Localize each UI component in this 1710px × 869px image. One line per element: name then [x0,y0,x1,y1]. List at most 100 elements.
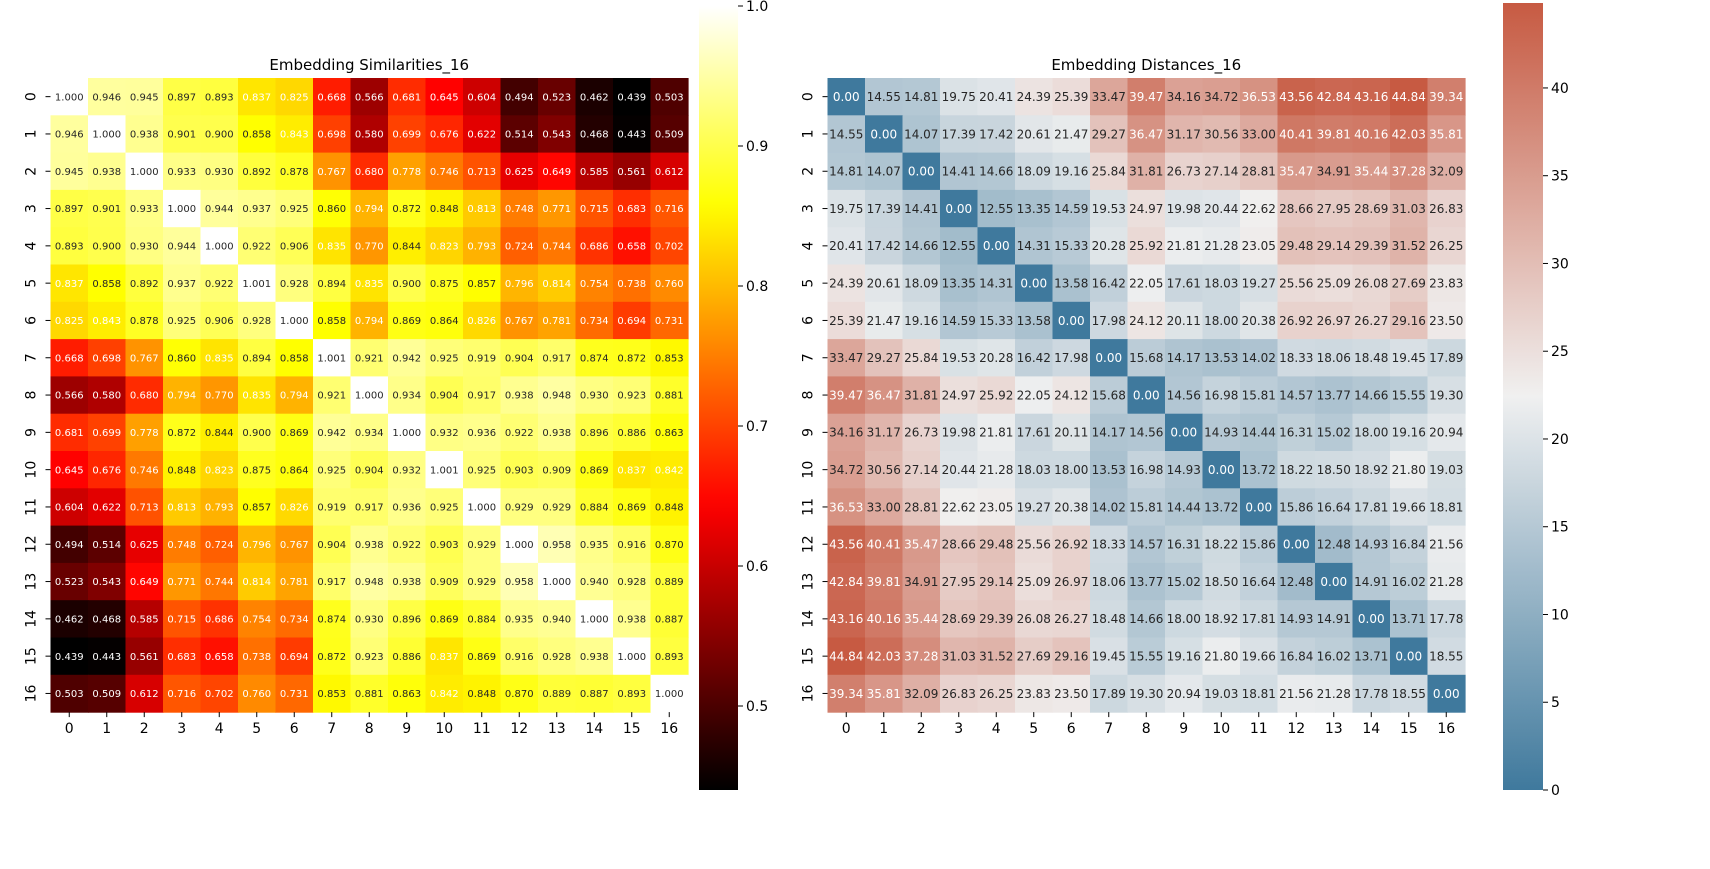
heatmap-cell [238,413,277,452]
heatmap-cell [865,301,904,340]
heatmap-cell [500,525,539,564]
heatmap-cell [575,674,614,713]
cell-value-label: 35.44 [904,612,938,626]
heatmap-cell [613,115,652,154]
heatmap-cell [613,227,652,266]
cell-value-label: 0.713 [467,167,496,178]
cell-value-label: 0.869 [580,465,609,476]
heatmap-cell [902,152,941,191]
heatmap-cell [350,301,389,340]
heatmap-cell [1165,264,1204,303]
chart-title: Embedding Similarities_16 [269,56,469,75]
cell-value-label: 31.17 [867,426,901,440]
heatmap-cell [425,525,464,564]
heatmap-cell [425,115,464,154]
heatmap-cell [350,78,389,116]
cell-value-label: 0.944 [167,241,196,252]
cell-value-label: 0.881 [355,689,384,700]
heatmap-cell [425,637,464,676]
heatmap-cell [1240,562,1279,601]
cell-value-label: 0.904 [317,540,346,551]
heatmap-cell [1202,637,1241,676]
heatmap-cell [1202,525,1241,564]
cell-value-label: 18.00 [1167,612,1201,626]
heatmap-cell [1277,189,1316,228]
cell-value-label: 0.872 [317,652,346,663]
heatmap-cell [940,674,979,713]
heatmap-cell [1052,674,1091,713]
heatmap-cell [88,152,127,191]
heatmap-cell [1090,376,1129,415]
cell-value-label: 0.857 [467,279,496,290]
heatmap-cell [865,115,904,154]
heatmap-cell [575,376,614,415]
cell-value-label: 0.853 [317,689,346,700]
heatmap-cell [238,264,277,303]
heatmap-cell [940,115,979,154]
cell-value-label: 14.55 [867,90,901,104]
heatmap-cell [1090,674,1129,713]
cell-value-label: 0.887 [655,614,684,625]
cell-value-label: 14.91 [1354,575,1388,589]
cell-value-label: 0.00 [1283,538,1310,552]
cell-value-label: 1.000 [280,316,309,327]
colorbar-tick-label: 40 [1551,81,1569,97]
cell-value-label: 0.543 [542,130,571,141]
cell-value-label: 0.938 [505,391,534,402]
cell-value-label: 44.84 [829,649,863,663]
cell-value-label: 0.901 [167,130,196,141]
heatmap-cell [865,451,904,489]
cell-value-label: 25.39 [1054,90,1088,104]
cell-value-label: 0.699 [392,130,421,141]
cell-value-label: 0.734 [280,614,309,625]
cell-value-label: 0.860 [317,204,346,215]
cell-value-label: 0.938 [617,614,646,625]
heatmap-cell [388,189,427,228]
cell-value-label: 0.468 [92,614,121,625]
cell-value-label: 0.945 [130,92,159,103]
cell-value-label: 0.770 [355,241,384,252]
heatmap-cell [977,376,1016,415]
cell-value-label: 21.81 [979,426,1013,440]
cell-value-label: 0.813 [467,204,496,215]
y-tick-label: 9 [24,428,40,437]
cell-value-label: 0.948 [355,577,384,588]
cell-value-label: 0.760 [242,689,271,700]
heatmap-cell [1277,413,1316,452]
heatmap-cell [313,451,352,489]
cell-value-label: 0.658 [617,241,646,252]
heatmap-cell [902,525,941,564]
cell-value-label: 0.922 [392,540,421,551]
cell-value-label: 36.53 [829,500,863,514]
cell-value-label: 39.34 [1429,90,1463,104]
cell-value-label: 0.904 [505,353,534,364]
cell-value-label: 23.05 [1242,239,1276,253]
heatmap-cell [1202,339,1241,377]
heatmap-cell [1427,78,1466,116]
heatmap-cell [1052,488,1091,527]
heatmap-cell [1052,562,1091,601]
cell-value-label: 13.71 [1392,612,1426,626]
cell-value-label: 13.77 [1317,388,1351,402]
cell-value-label: 0.468 [580,130,609,141]
heatmap-cell [1090,115,1129,154]
cell-value-label: 0.942 [317,428,346,439]
heatmap-cell [902,78,941,116]
heatmap-cell [425,301,464,340]
heatmap-cell [977,562,1016,601]
cell-value-label: 37.28 [1392,165,1426,179]
cell-value-label: 0.864 [430,316,459,327]
cell-value-label: 0.561 [130,652,159,663]
cell-value-label: 0.896 [580,428,609,439]
cell-value-label: 20.41 [979,90,1013,104]
heatmap-cell [1240,674,1279,713]
cell-value-label: 19.53 [942,351,976,365]
cell-value-label: 34.72 [829,463,863,477]
x-tick-label: 6 [290,721,299,737]
cell-value-label: 0.942 [392,353,421,364]
heatmap-cell [827,488,866,527]
y-tick-label: 15 [24,647,40,665]
cell-value-label: 0.894 [242,353,271,364]
heatmap-cell [50,301,89,340]
heatmap-cell [575,562,614,601]
